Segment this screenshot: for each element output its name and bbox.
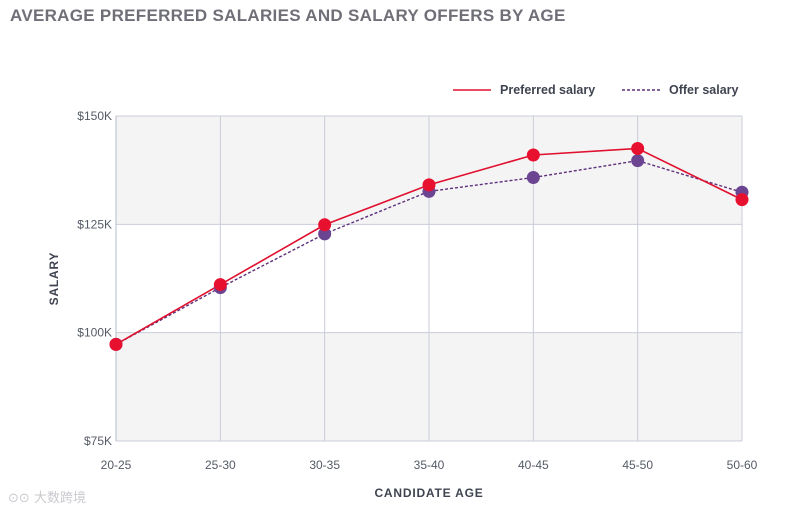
watermark-icon: ⊙⊙ [8, 491, 30, 506]
x-axis-title: CANDIDATE AGE [374, 486, 483, 500]
data-point-offer [318, 227, 332, 241]
x-tick-label: 20-25 [101, 458, 132, 472]
legend-label-preferred: Preferred salary [500, 83, 595, 97]
chart-title: AVERAGE PREFERRED SALARIES AND SALARY OF… [10, 6, 566, 25]
data-point-offer [631, 154, 645, 168]
x-tick-label: 45-50 [622, 458, 653, 472]
y-tick-label: $150K [77, 109, 112, 123]
x-tick-label: 25-30 [205, 458, 236, 472]
y-tick-label: $100K [77, 326, 112, 340]
watermark-logo: ⊙⊙ 大数跨境 [8, 487, 86, 506]
x-tick-label: 30-35 [309, 458, 340, 472]
x-tick-label: 40-45 [518, 458, 549, 472]
y-tick-label: $125K [77, 217, 112, 231]
data-point-preferred [735, 193, 749, 207]
data-point-preferred [422, 178, 436, 192]
x-tick-label: 35-40 [414, 458, 445, 472]
data-point-preferred [213, 278, 227, 292]
y-tick-label: $75K [84, 434, 112, 448]
data-point-preferred [631, 142, 645, 155]
data-point-offer [526, 171, 540, 185]
legend-label-offer: Offer salary [669, 83, 739, 97]
watermark-text: 大数跨境 [33, 491, 86, 506]
data-point-preferred [109, 337, 123, 351]
data-point-preferred [526, 148, 540, 162]
x-tick-label: 50-60 [727, 458, 758, 472]
y-axis-title: SALARY [47, 252, 61, 306]
data-point-preferred [318, 218, 332, 232]
